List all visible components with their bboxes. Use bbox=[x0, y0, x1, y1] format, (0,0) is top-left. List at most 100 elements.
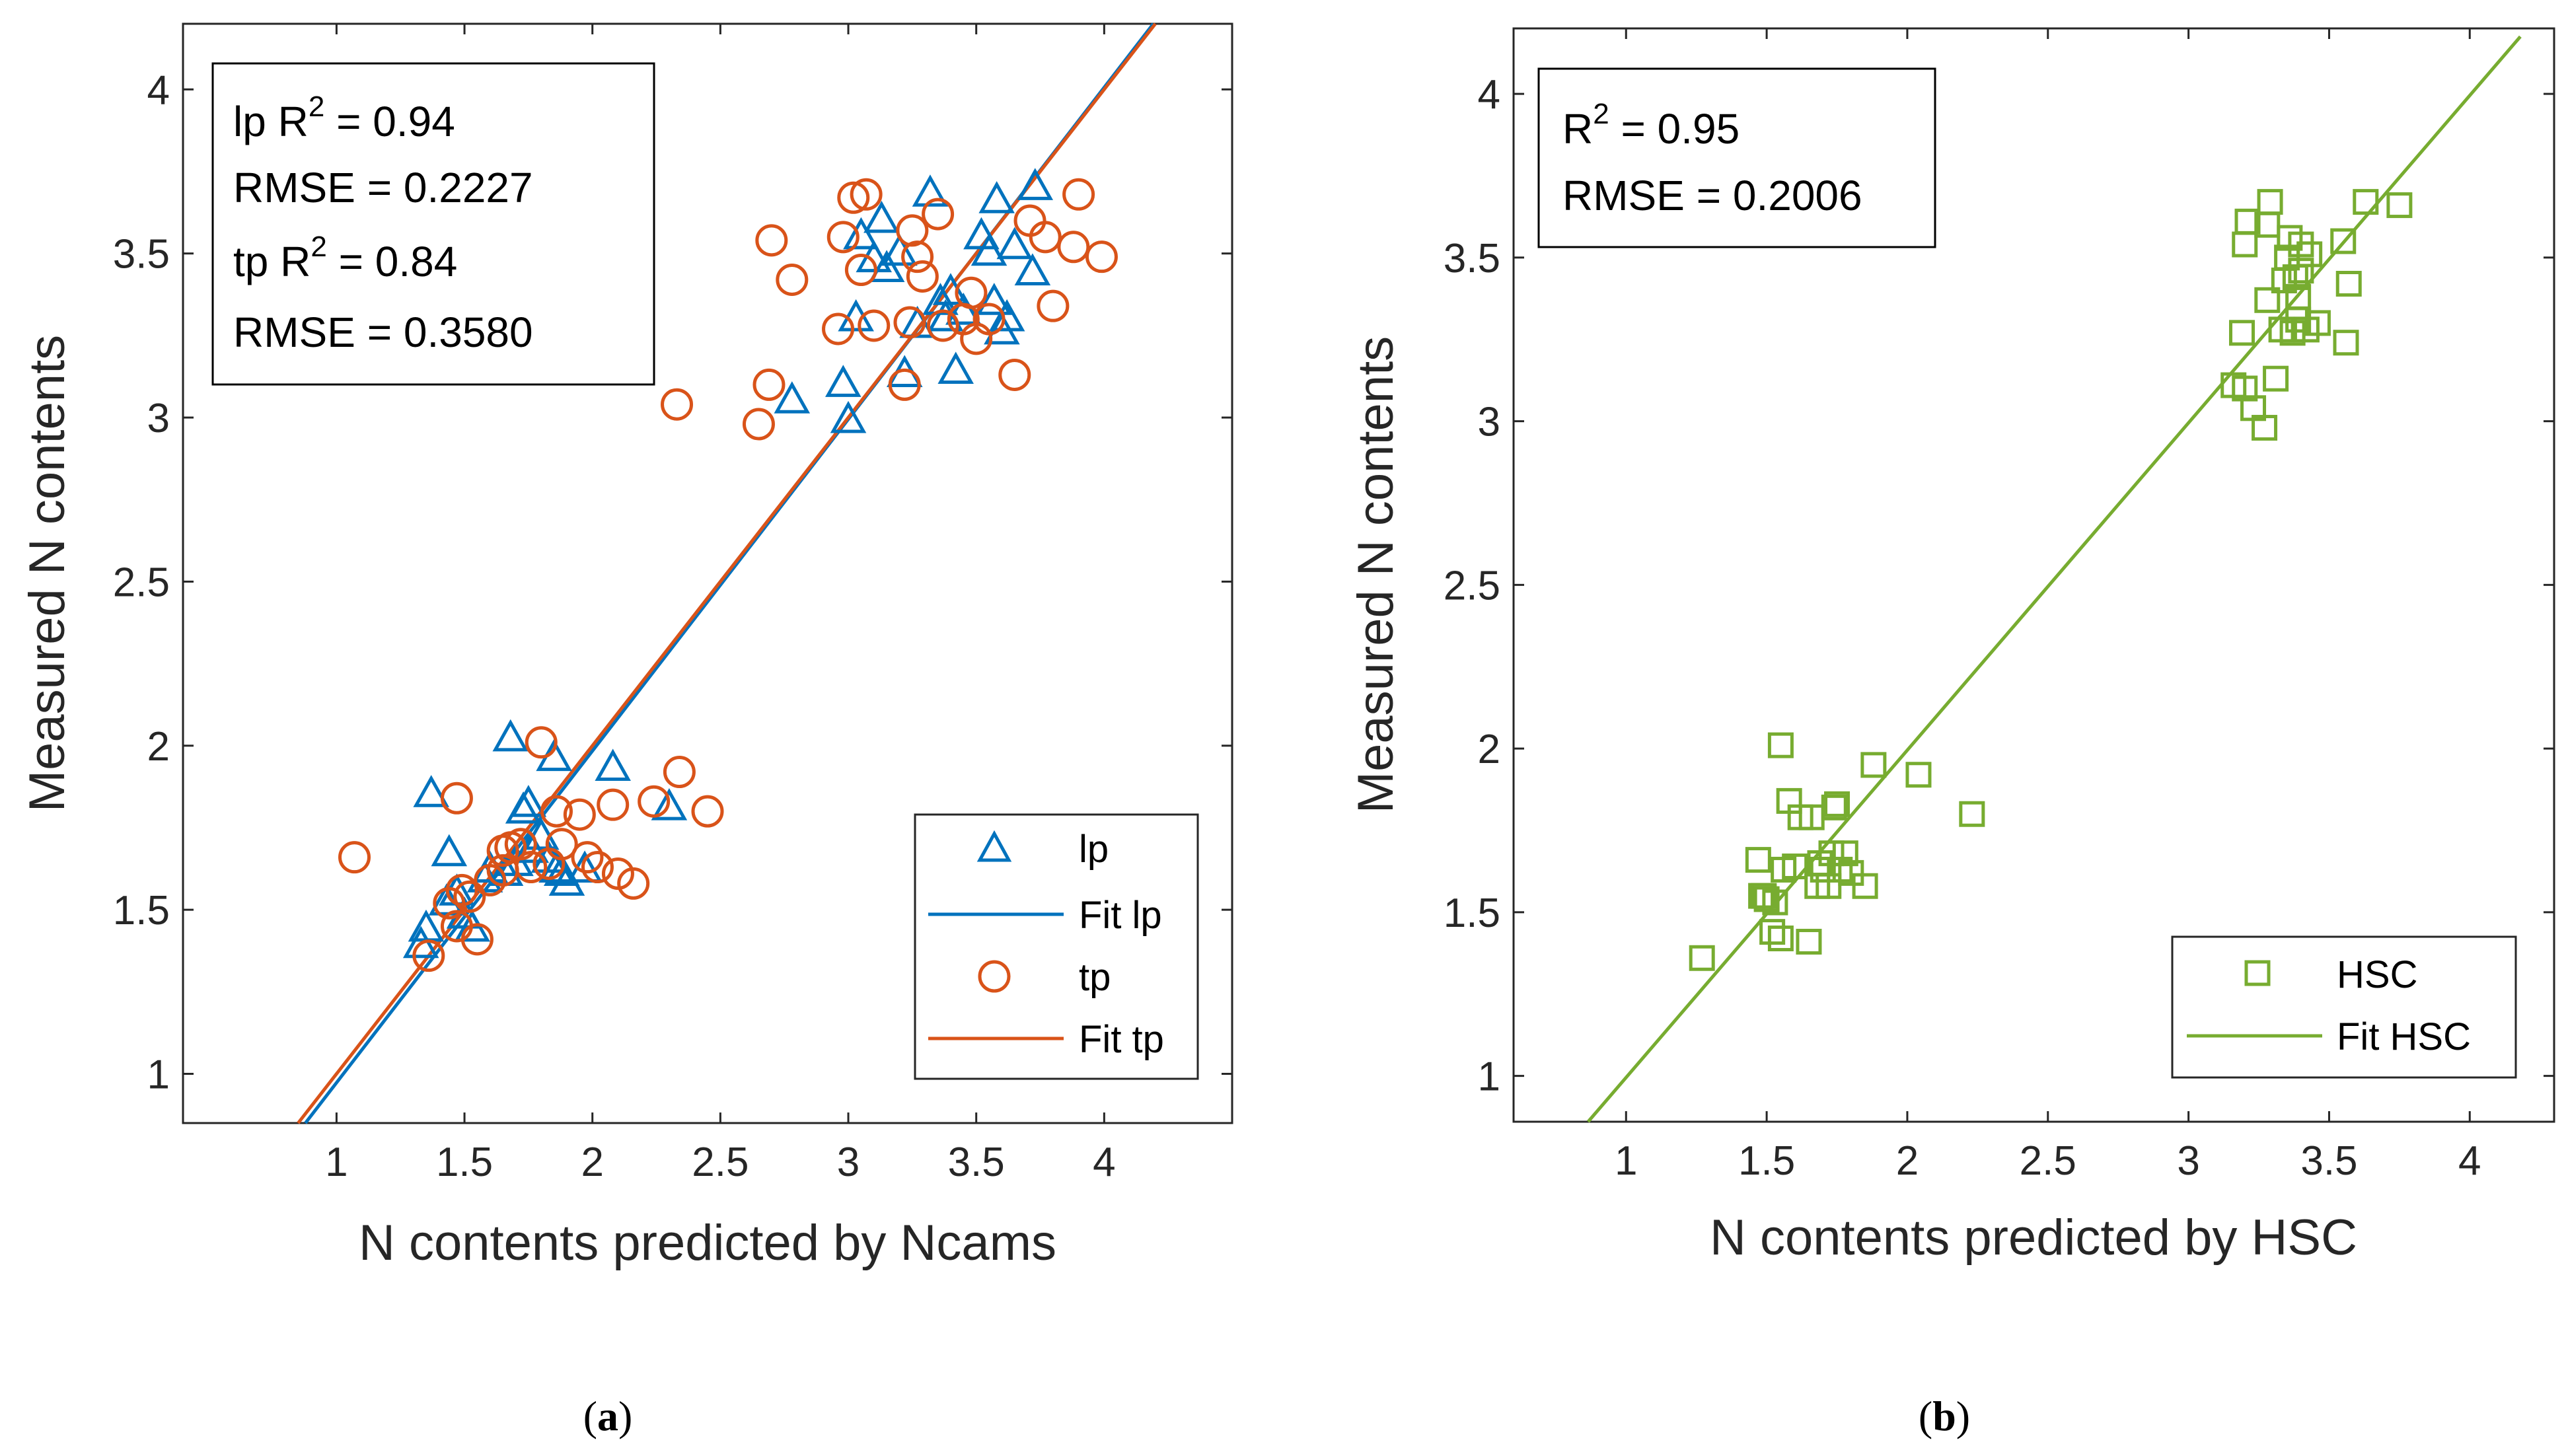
data-point-hsc bbox=[1810, 856, 1836, 883]
annotation-line-2: RMSE = 0.2227 bbox=[233, 164, 533, 211]
data-point-lp bbox=[868, 250, 905, 283]
data-point-tp bbox=[617, 867, 650, 900]
data-point-hsc bbox=[2330, 228, 2357, 254]
fit-line-fit-hsc bbox=[1586, 35, 2522, 1123]
x-tick-label: 1.5 bbox=[436, 1140, 493, 1185]
data-point-hsc bbox=[1852, 873, 1878, 899]
legend-label-tp: tp bbox=[1079, 956, 1111, 999]
data-point-tp bbox=[955, 276, 988, 309]
data-point-hsc bbox=[1745, 847, 1771, 873]
data-point-lp bbox=[825, 365, 861, 397]
y-tick-label: 3.5 bbox=[113, 232, 170, 277]
x-tick-label: 4 bbox=[1093, 1140, 1115, 1185]
data-point-lp bbox=[402, 926, 439, 959]
legend-label-hsc: HSC bbox=[2337, 953, 2417, 996]
data-point-tp bbox=[460, 923, 494, 956]
data-point-tp bbox=[776, 263, 809, 296]
data-point-tp bbox=[752, 368, 786, 401]
data-point-hsc bbox=[1689, 945, 1715, 971]
x-tick-label: 1.5 bbox=[1738, 1138, 1795, 1184]
data-point-lp bbox=[774, 381, 811, 414]
y-tick-label: 3 bbox=[147, 396, 170, 441]
data-point-lp bbox=[976, 283, 1013, 315]
data-point-hsc bbox=[2333, 330, 2359, 356]
legend-marker-tp bbox=[978, 960, 1011, 993]
axis-ticks: 1 1.5 2 2.5 3 3.5 4 1 1.5 2 2.5 3 3.5 4 bbox=[113, 24, 1232, 1185]
y-tick-label: 4 bbox=[1478, 72, 1500, 118]
data-point-hsc bbox=[2304, 310, 2331, 336]
data-point-hsc bbox=[2232, 375, 2258, 402]
data-point-tp bbox=[755, 224, 788, 257]
data-point-hsc bbox=[2254, 287, 2281, 313]
data-point-tp bbox=[858, 309, 891, 342]
data-point-hsc bbox=[1796, 928, 1822, 955]
data-point-lp bbox=[595, 748, 631, 782]
data-point-hsc bbox=[2229, 320, 2255, 346]
chart-panel-b: 1 1.5 2 2.5 3 3.5 4 1 1.5 2 2.5 3 3.5 4 R2 = 0.95 RMS… bbox=[1348, 27, 2555, 1266]
data-points bbox=[338, 168, 1118, 972]
data-point-tp bbox=[453, 880, 486, 913]
data-point-tp bbox=[525, 726, 558, 759]
data-point-tp bbox=[1057, 231, 1090, 264]
x-tick-label: 1 bbox=[1615, 1138, 1637, 1184]
y-tick-label: 1 bbox=[147, 1052, 170, 1097]
data-point-hsc bbox=[1832, 840, 1858, 867]
x-tick-label: 3 bbox=[2177, 1138, 2199, 1184]
data-point-hsc bbox=[1838, 859, 1864, 886]
data-point-tp bbox=[1062, 178, 1095, 211]
data-point-hsc bbox=[1905, 762, 1932, 788]
data-point-hsc bbox=[1753, 886, 1780, 912]
y-tick-label: 3 bbox=[1478, 400, 1500, 445]
data-point-hsc bbox=[1818, 840, 1845, 867]
x-tick-label: 3.5 bbox=[948, 1140, 1005, 1185]
data-point-tp bbox=[563, 798, 596, 831]
data-point-tp bbox=[663, 756, 696, 789]
y-tick-label: 1 bbox=[1478, 1054, 1500, 1100]
data-point-hsc bbox=[1762, 889, 1788, 916]
data-point-lp bbox=[988, 299, 1025, 332]
legend-label-fit-tp: Fit tp bbox=[1079, 1018, 1164, 1061]
x-tick-label: 4 bbox=[2458, 1138, 2481, 1184]
data-point-hsc bbox=[2353, 189, 2379, 215]
chart-panel-a: 1 1.5 2 2.5 3 3.5 4 1 1.5 2 2.5 3 3.5 4 lp R2 = 0.94 … bbox=[19, 22, 1233, 1271]
data-point-tp bbox=[412, 939, 445, 972]
x-tick-label: 2 bbox=[1896, 1138, 1919, 1184]
data-point-tp bbox=[922, 198, 955, 231]
x-tick-label: 3 bbox=[837, 1140, 860, 1185]
data-point-tp bbox=[515, 851, 548, 884]
annotation-line-2: RMSE = 0.2006 bbox=[1562, 172, 1862, 219]
data-point-tp bbox=[926, 309, 959, 342]
data-point-hsc bbox=[2282, 264, 2308, 291]
data-point-tp bbox=[850, 178, 883, 211]
data-point-tp bbox=[1029, 221, 1062, 254]
y-tick-label: 2 bbox=[147, 724, 170, 770]
data-point-hsc bbox=[1959, 801, 1985, 827]
data-point-tp bbox=[661, 388, 694, 421]
fit-lines bbox=[1586, 35, 2522, 1123]
annotation-box: R2 = 0.95 RMSE = 0.2006 bbox=[1537, 67, 1936, 248]
data-point-hsc bbox=[1824, 791, 1851, 817]
data-point-tp bbox=[998, 358, 1031, 391]
data-point-tp bbox=[822, 312, 855, 346]
data-point-lp bbox=[937, 351, 974, 384]
data-point-hsc bbox=[2279, 320, 2306, 346]
data-point-hsc bbox=[1759, 919, 1786, 945]
x-axis-label: N contents predicted by Ncams bbox=[359, 1215, 1056, 1271]
data-point-tp bbox=[440, 782, 473, 815]
data-points bbox=[1689, 189, 2413, 971]
legend-label-fit-hsc: Fit HSC bbox=[2337, 1015, 2471, 1058]
data-point-tp bbox=[906, 260, 939, 293]
y-tick-label: 3.5 bbox=[1444, 236, 1500, 281]
x-tick-label: 2 bbox=[581, 1140, 603, 1185]
data-point-tp bbox=[571, 841, 604, 874]
data-point-tp bbox=[896, 214, 929, 247]
panel-caption-b: (b) bbox=[1919, 1393, 1970, 1439]
annotation-box: lp R2 = 0.94 RMSE = 0.2227 tp R2 = 0.84 … bbox=[211, 62, 655, 386]
data-point-lp bbox=[996, 227, 1033, 260]
data-point-lp bbox=[431, 834, 468, 867]
data-point-lp bbox=[863, 200, 900, 233]
data-point-tp bbox=[545, 828, 578, 861]
x-tick-label: 3.5 bbox=[2300, 1138, 2357, 1184]
data-point-tp bbox=[1037, 289, 1070, 322]
